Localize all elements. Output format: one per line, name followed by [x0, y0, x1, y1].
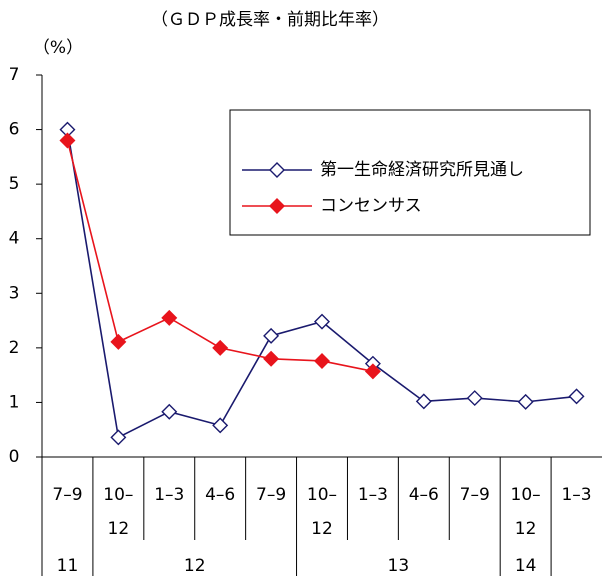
data-point: [314, 313, 330, 330]
x-tick-label: 1–3: [561, 485, 592, 505]
data-point: [110, 429, 127, 446]
data-point: [466, 390, 483, 407]
y-tick-label: 5: [9, 174, 20, 194]
data-point: [263, 327, 280, 344]
x-tick-label: 10– 12: [103, 485, 134, 539]
data-point: [161, 309, 178, 326]
legend-marker: [269, 198, 285, 214]
y-tick-label: 7: [9, 65, 20, 85]
x-tick-label: 10– 12: [306, 485, 338, 539]
y-unit: （%）: [33, 38, 83, 58]
x-tick-label: 4–6: [205, 485, 236, 505]
x-tick-label: 7–9: [459, 485, 490, 505]
data-point: [364, 363, 381, 380]
x-tick-label: 7–9: [256, 485, 287, 505]
data-point: [110, 333, 127, 350]
x-tick-label: 4–6: [408, 485, 439, 505]
y-tick-label: 2: [9, 338, 20, 358]
data-point: [263, 350, 280, 367]
x-tick-label: 7–9: [52, 485, 83, 505]
data-point: [212, 339, 229, 356]
x-tick-label: 1–3: [357, 485, 388, 505]
data-point: [59, 132, 76, 149]
data-point: [212, 417, 229, 434]
year-label: 11: [57, 556, 79, 576]
year-label: 12: [184, 556, 206, 576]
y-tick-label: 0: [9, 447, 20, 467]
legend-label: コンセンサス: [320, 196, 422, 216]
y-tick-label: 6: [9, 120, 20, 140]
legend-label: 第一生命経済研究所見通し: [320, 160, 524, 180]
data-point: [568, 388, 585, 405]
legend-marker: [269, 162, 285, 178]
chart-title: （ＧＤＰ成長率・前期比年率）: [151, 10, 389, 30]
year-label: 13: [388, 556, 410, 576]
data-point: [161, 403, 178, 420]
y-tick-label: 3: [9, 283, 20, 303]
x-tick-label: 1–3: [154, 485, 185, 505]
x-tick-label: 10– 12: [510, 485, 541, 539]
y-tick-label: 4: [9, 229, 20, 249]
y-tick-label: 1: [9, 392, 20, 412]
data-point: [415, 393, 432, 410]
legend-box: [229, 109, 591, 236]
data-point: [517, 393, 534, 410]
year-label: 14: [515, 556, 537, 576]
data-point: [314, 352, 330, 369]
